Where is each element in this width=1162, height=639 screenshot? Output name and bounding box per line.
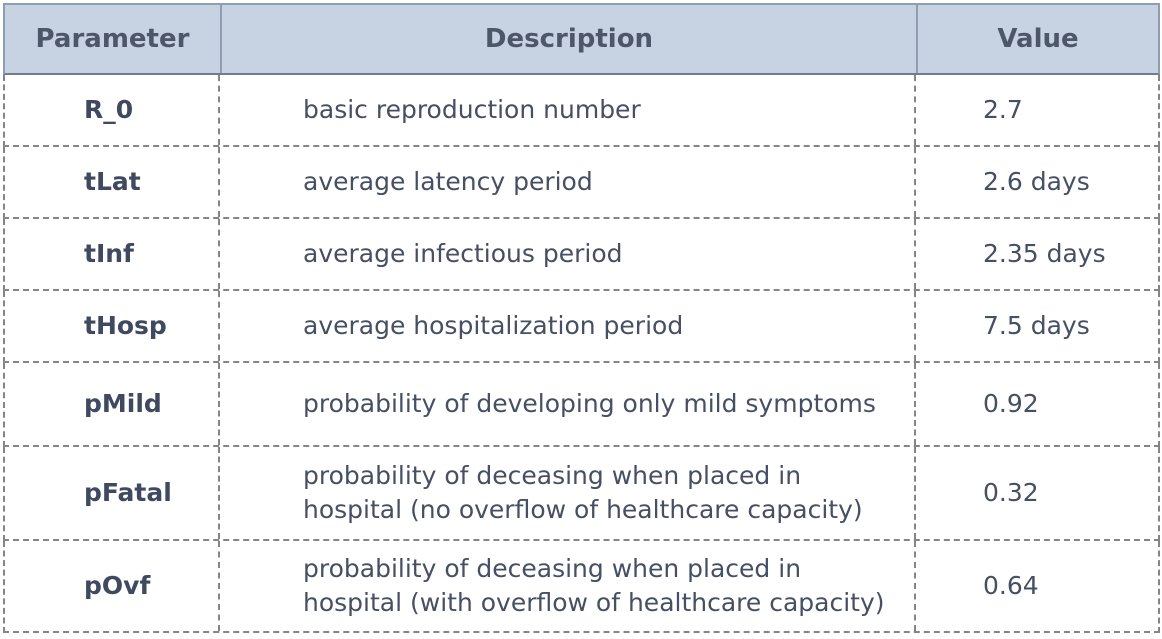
- table-row: tLat average latency period 2.6 days: [3, 147, 1160, 219]
- description-cell: average latency period: [220, 147, 916, 217]
- param-cell: tHosp: [5, 291, 220, 361]
- description-cell: probability of deceasing when placed in …: [220, 447, 916, 539]
- description-cell: basic reproduction number: [220, 75, 916, 145]
- table-header: Parameter Description Value: [3, 3, 1160, 75]
- table-row: tHosp average hospitalization period 7.5…: [3, 291, 1160, 363]
- value-cell: 0.32: [983, 478, 1039, 507]
- table-body: R_0 basic reproduction number 2.7 tLat a…: [3, 75, 1160, 635]
- header-parameter: Parameter: [5, 5, 222, 73]
- value-cell: 0.64: [983, 571, 1039, 600]
- table-row: tInf average infectious period 2.35 days: [3, 219, 1160, 291]
- header-description: Description: [222, 5, 918, 73]
- value-cell: 2.6 days: [983, 167, 1090, 196]
- param-cell: R_0: [5, 75, 220, 145]
- value-cell: 2.35 days: [983, 239, 1106, 268]
- param-cell: pOvf: [5, 541, 220, 631]
- param-cell: pMild: [5, 363, 220, 445]
- value-cell: 2.7: [983, 95, 1023, 124]
- table-row: R_0 basic reproduction number 2.7: [3, 75, 1160, 147]
- description-cell: probability of developing only mild symp…: [220, 363, 916, 445]
- table-row: pFatal probability of deceasing when pla…: [3, 447, 1160, 541]
- description-cell: average hospitalization period: [220, 291, 916, 361]
- param-cell: pFatal: [5, 447, 220, 539]
- value-cell: 0.92: [983, 389, 1039, 418]
- table-row: pOvf probability of deceasing when place…: [3, 541, 1160, 633]
- header-value: Value: [997, 24, 1079, 54]
- param-cell: tLat: [5, 147, 220, 217]
- param-cell: tInf: [5, 219, 220, 289]
- description-cell: probability of deceasing when placed in …: [220, 541, 916, 631]
- value-cell: 7.5 days: [983, 311, 1090, 340]
- description-cell: average infectious period: [220, 219, 916, 289]
- table-row: pMild probability of developing only mil…: [3, 363, 1160, 447]
